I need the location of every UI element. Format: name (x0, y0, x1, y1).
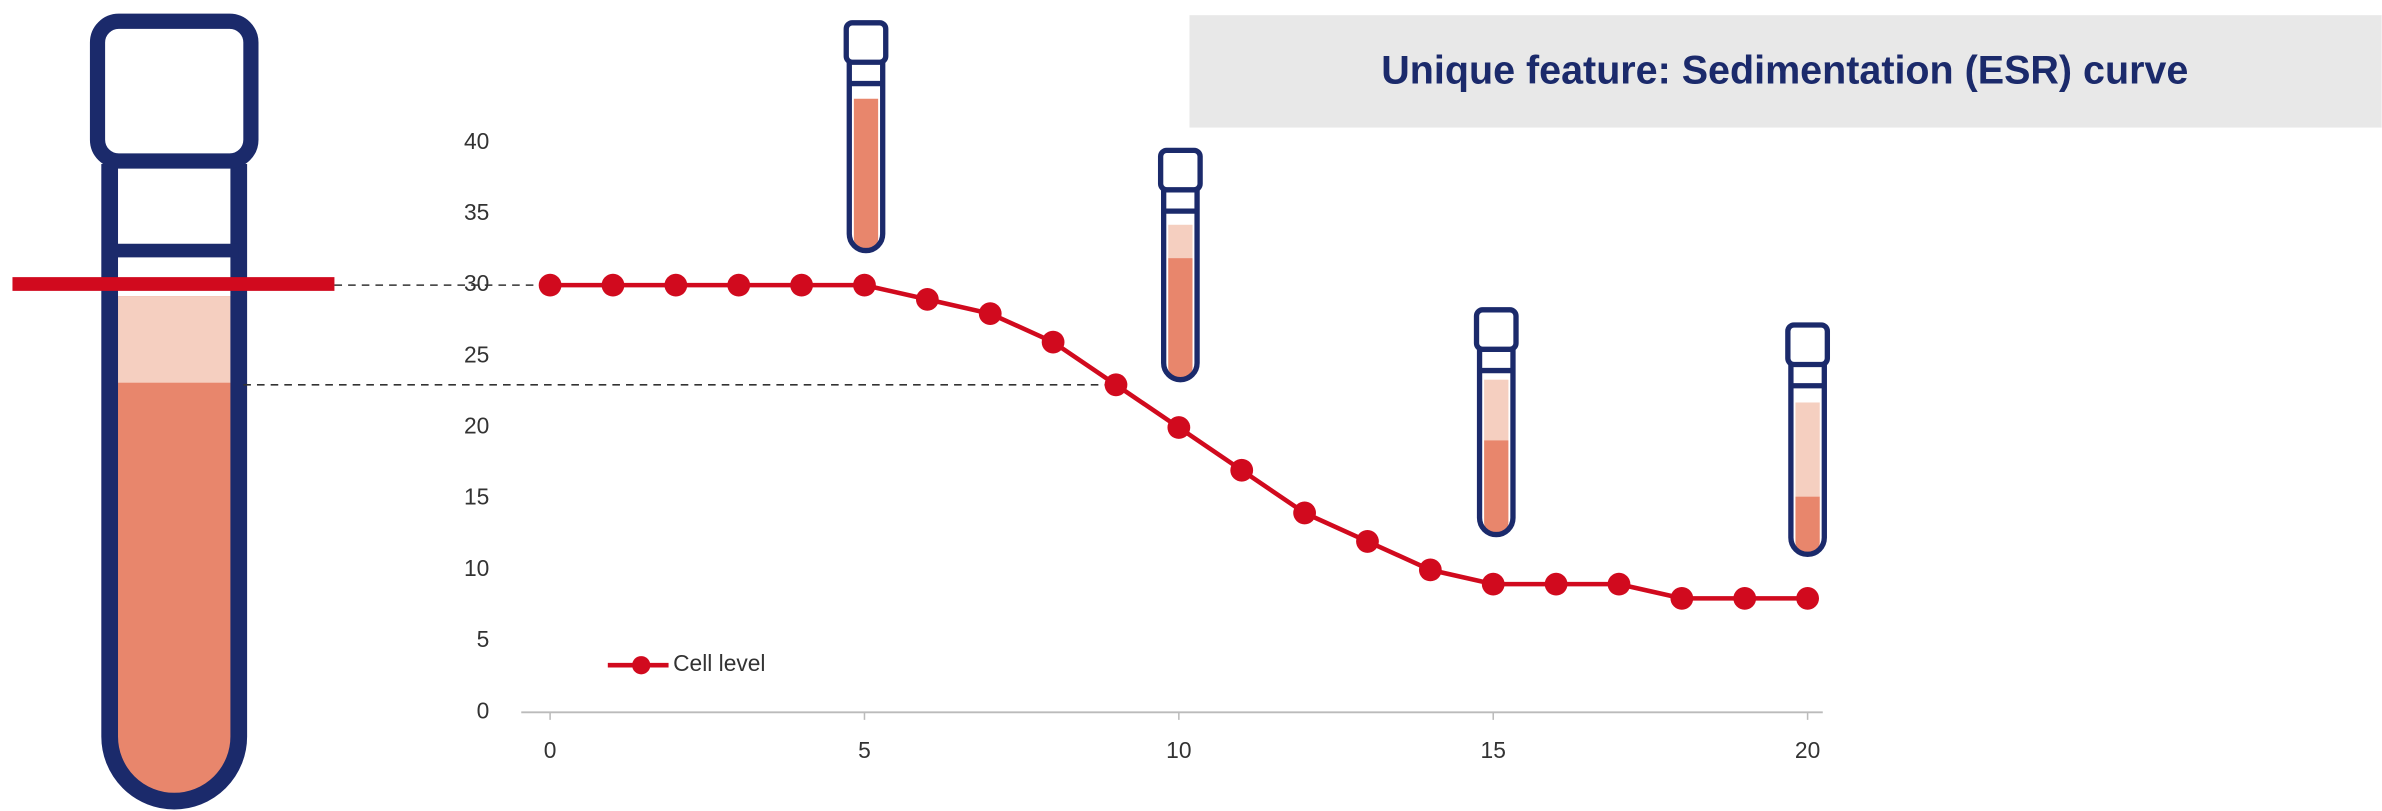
y-tick-label: 40 (464, 128, 489, 154)
legend-label: Cell level (673, 650, 765, 676)
data-point (727, 273, 751, 297)
tube-fill (117, 296, 232, 794)
x-tick-label: 20 (1795, 737, 1820, 763)
tube-cap (1157, 147, 1203, 193)
tube-body (1788, 364, 1827, 557)
legend-marker (632, 656, 651, 675)
tube-plasma (1795, 402, 1820, 497)
x-tick-label: 15 (1481, 737, 1506, 763)
y-tick-label: 0 (477, 697, 490, 723)
tube-cap (1785, 322, 1831, 368)
data-point (1104, 373, 1128, 397)
tube-cap (89, 13, 259, 169)
y-tick-label: 10 (464, 555, 489, 581)
data-point (790, 273, 813, 297)
data-point (1733, 586, 1757, 610)
y-tick-label: 35 (464, 199, 489, 225)
data-point (1796, 586, 1819, 610)
data-point (1607, 572, 1631, 596)
tube-cap (843, 20, 889, 65)
tube-fill (1795, 496, 1820, 555)
tube-plasma (117, 296, 232, 383)
data-point (853, 273, 876, 297)
tube-plasma (1168, 224, 1193, 259)
data-point (1041, 330, 1065, 354)
tube-fill (1484, 440, 1509, 535)
tube-body (1476, 349, 1516, 538)
y-tick-label: 30 (464, 270, 489, 296)
data-point (915, 287, 939, 311)
tube-cap (1473, 307, 1519, 352)
y-tick-label: 15 (464, 484, 489, 510)
tube-plasma (1484, 379, 1509, 441)
tube-body (846, 62, 886, 254)
data-point (1293, 501, 1316, 525)
data-point (1230, 458, 1254, 482)
title-box (1189, 15, 2382, 128)
data-point (1544, 572, 1568, 596)
data-point (1670, 586, 1694, 610)
tube-body (1161, 189, 1200, 383)
decorations (12, 13, 2382, 810)
data-point (664, 273, 688, 297)
chart-title: Unique feature: Sedimentation (ESR) curv… (1381, 48, 2188, 92)
data-point (1481, 572, 1505, 596)
x-tick-label: 10 (1166, 737, 1191, 763)
y-tick-label: 25 (464, 341, 489, 367)
x-tick-label: 5 (858, 737, 871, 763)
y-tick-label: 5 (477, 626, 490, 652)
tube-fill (853, 98, 879, 251)
data-point (1418, 558, 1442, 582)
data-point (1167, 416, 1191, 439)
data-point (601, 273, 625, 297)
x-tick-label: 0 (544, 737, 557, 763)
data-point (1356, 530, 1379, 553)
tube-body (101, 164, 248, 810)
data-point (978, 302, 1002, 326)
tube-fill (1168, 258, 1193, 380)
y-tick-label: 20 (464, 413, 489, 439)
data-point (538, 273, 562, 297)
